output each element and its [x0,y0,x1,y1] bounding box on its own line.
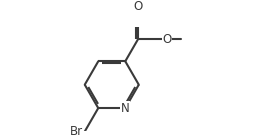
Text: Br: Br [70,125,83,138]
Text: O: O [163,33,172,46]
Text: O: O [133,0,143,13]
Text: N: N [121,102,130,115]
